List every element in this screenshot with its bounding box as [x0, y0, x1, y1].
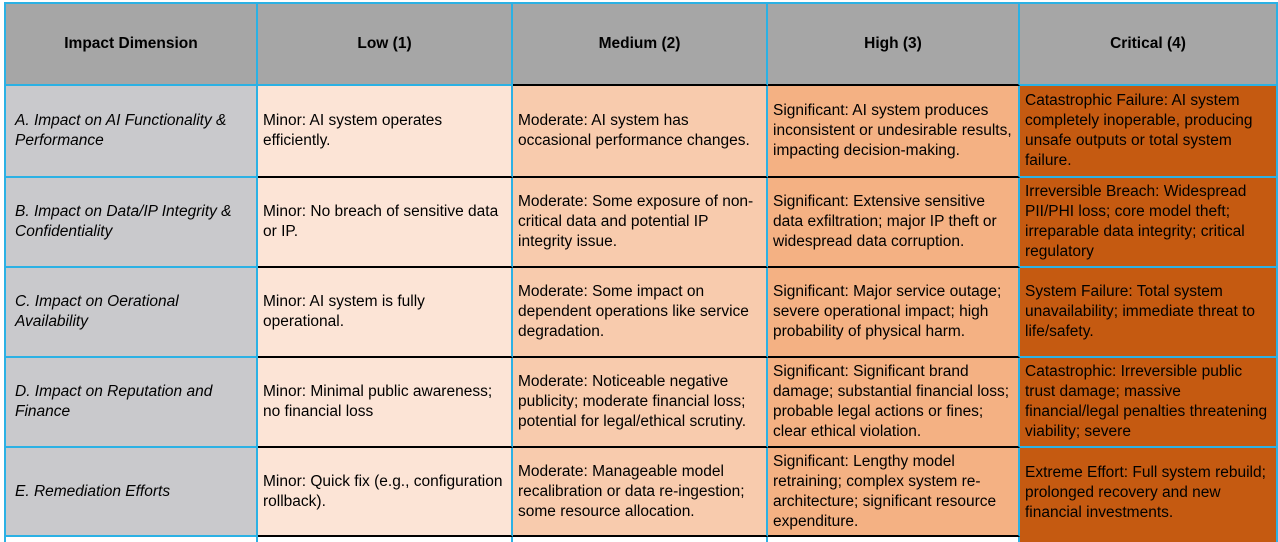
- cell-text: Significant: AI system produces inconsis…: [773, 102, 1012, 159]
- column-header-label: High (3): [864, 35, 922, 52]
- cell-text: Extreme Effort: Full system rebuild; pro…: [1025, 463, 1266, 521]
- cell-c-high: Significant: Major service outage; sever…: [768, 268, 1020, 358]
- cell-text: Minor: AI system operates efficiently.: [263, 112, 443, 149]
- partial-next-row: [768, 537, 1020, 542]
- cell-a-critical: Catastrophic Failure: AI system complete…: [1020, 86, 1278, 178]
- row-label-d: D. Impact on Reputation and Finance: [4, 358, 258, 448]
- cell-e-high: Significant: Lengthy model retraining; c…: [768, 448, 1020, 537]
- cell-text: Moderate: Noticeable negative publicity;…: [518, 373, 747, 430]
- cell-b-high: Significant: Extensive sensitive data ex…: [768, 178, 1020, 268]
- column-header-label: Low (1): [357, 35, 412, 52]
- cell-text: Moderate: Some exposure of non-critical …: [518, 193, 754, 250]
- cell-text: Significant: Extensive sensitive data ex…: [773, 193, 997, 250]
- column-header-label: Critical (4): [1110, 35, 1186, 52]
- row-label-e: E. Remediation Efforts: [4, 448, 258, 537]
- cell-e-low: Minor: Quick fix (e.g., configuration ro…: [258, 448, 513, 537]
- cell-text: B. Impact on Data/IP Integrity & Confide…: [15, 203, 232, 240]
- cell-text: Minor: AI system is fully operational.: [263, 293, 425, 330]
- cell-text: Irreversible Breach: Widespread PII/PHI …: [1025, 183, 1247, 260]
- cell-text: Catastrophic Failure: AI system complete…: [1025, 92, 1253, 169]
- cell-text: Moderate: AI system has occasional perfo…: [518, 112, 750, 149]
- cell-d-low: Minor: Minimal public awareness; no fina…: [258, 358, 513, 448]
- cell-a-low: Minor: AI system operates efficiently.: [258, 86, 513, 178]
- column-header-impact-dimension: Impact Dimension: [4, 2, 258, 86]
- cell-d-critical: Catastrophic: Irreversible public trust …: [1020, 358, 1278, 448]
- cell-text: Catastrophic: Irreversible public trust …: [1025, 363, 1268, 440]
- risk-matrix-table: Impact Dimension Low (1) Medium (2) High…: [4, 2, 1278, 542]
- column-header-critical: Critical (4): [1020, 2, 1278, 86]
- row-label-a: A. Impact on AI Functionality & Performa…: [4, 86, 258, 178]
- cell-a-medium: Moderate: AI system has occasional perfo…: [513, 86, 768, 178]
- cell-a-high: Significant: AI system produces inconsis…: [768, 86, 1020, 178]
- row-label-c: C. Impact on Oerational Availability: [4, 268, 258, 358]
- partial-next-row: [258, 537, 513, 542]
- cell-text: Moderate: Manageable model recalibration…: [518, 462, 745, 520]
- cell-text: A. Impact on AI Functionality & Performa…: [15, 112, 227, 149]
- partial-next-row: [513, 537, 768, 542]
- column-header-label: Medium (2): [598, 35, 681, 52]
- cell-text: D. Impact on Reputation and Finance: [15, 383, 213, 420]
- cell-e-critical: Extreme Effort: Full system rebuild; pro…: [1020, 448, 1278, 537]
- cell-d-high: Significant: Significant brand damage; s…: [768, 358, 1020, 448]
- cell-text: Significant: Major service outage; sever…: [773, 283, 1002, 340]
- cell-c-low: Minor: AI system is fully operational.: [258, 268, 513, 358]
- cell-text: System Failure: Total system unavailabil…: [1025, 283, 1256, 340]
- cell-c-critical: System Failure: Total system unavailabil…: [1020, 268, 1278, 358]
- cell-d-medium: Moderate: Noticeable negative publicity;…: [513, 358, 768, 448]
- cell-text: E. Remediation Efforts: [15, 482, 171, 500]
- cell-text: Moderate: Some impact on dependent opera…: [518, 283, 749, 340]
- column-header-label: Impact Dimension: [64, 35, 198, 52]
- cell-b-critical: Irreversible Breach: Widespread PII/PHI …: [1020, 178, 1278, 268]
- cell-text: Significant: Significant brand damage; s…: [773, 363, 1010, 440]
- cell-text: Minor: Minimal public awareness; no fina…: [263, 383, 493, 420]
- cell-e-medium: Moderate: Manageable model recalibration…: [513, 448, 768, 537]
- column-header-medium: Medium (2): [513, 2, 768, 86]
- cell-b-low: Minor: No breach of sensitive data or IP…: [258, 178, 513, 268]
- cell-text: Significant: Lengthy model retraining; c…: [773, 452, 997, 530]
- column-header-high: High (3): [768, 2, 1020, 86]
- column-header-low: Low (1): [258, 2, 513, 86]
- cell-b-medium: Moderate: Some exposure of non-critical …: [513, 178, 768, 268]
- cell-c-medium: Moderate: Some impact on dependent opera…: [513, 268, 768, 358]
- partial-next-row: [1020, 537, 1278, 542]
- partial-next-row: [4, 537, 258, 542]
- cell-text: C. Impact on Oerational Availability: [15, 293, 179, 330]
- cell-text: Minor: No breach of sensitive data or IP…: [263, 203, 499, 240]
- cell-text: Minor: Quick fix (e.g., configuration ro…: [263, 472, 503, 510]
- row-label-b: B. Impact on Data/IP Integrity & Confide…: [4, 178, 258, 268]
